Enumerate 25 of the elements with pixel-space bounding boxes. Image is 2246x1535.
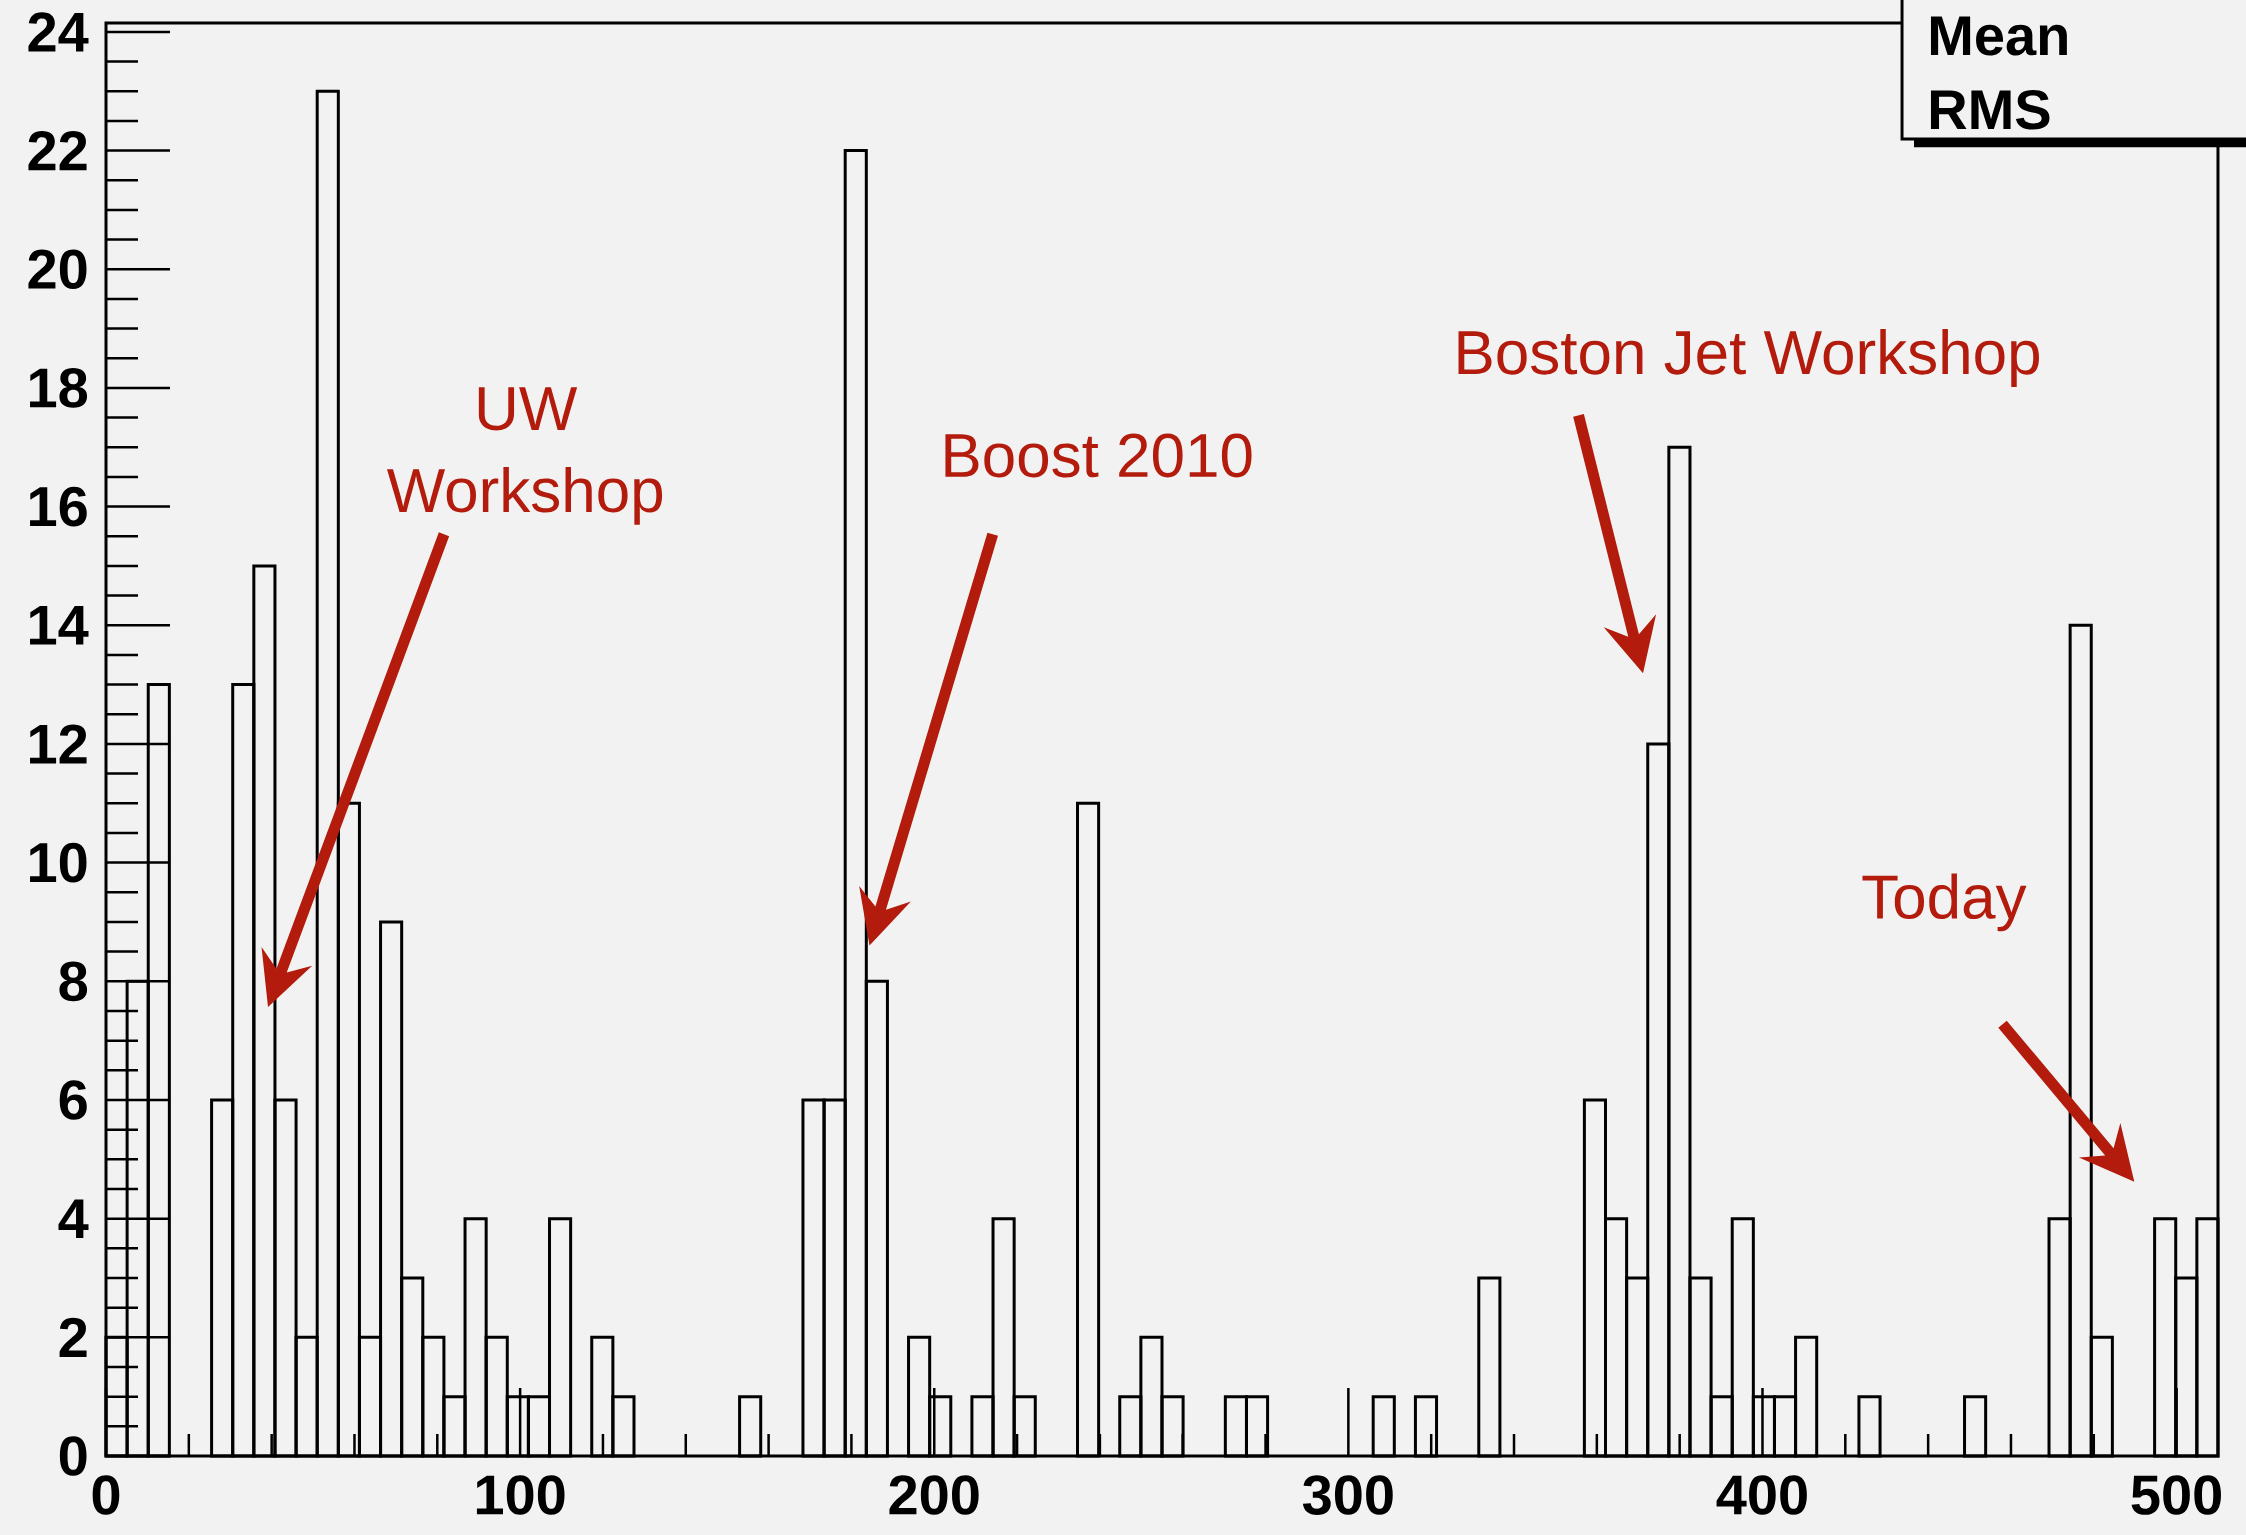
x-tick-label: 0 [92,1475,120,1515]
y-tick-label: 18 [30,368,88,408]
annotation: Today [1862,873,2027,932]
y-tick-label: 8 [59,961,88,1002]
x-tick-label: 300 [1302,1475,1393,1515]
y-tick-label: 14 [30,606,89,645]
annotation: RMS [1930,89,2050,130]
y-tick-label: 4 [58,1199,89,1238]
y-tick-label: 24 [28,12,89,52]
y-tick-label: 12 [30,724,87,764]
y-tick-label: 2 [59,1317,87,1357]
x-tick-label: 400 [1716,1475,1807,1515]
annotation: UW Workshop [386,387,663,525]
x-tick-label: 100 [476,1475,565,1515]
y-tick-label: 10 [30,842,87,883]
y-tick-label: 20 [28,249,87,290]
annotation: Mean [1930,16,2067,56]
y-tick-label: 22 [28,131,87,171]
y-tick-label: 6 [59,1080,87,1120]
annotation: Boston Jet Workshop [1458,329,2039,387]
x-tick-label: 500 [2131,1475,2221,1515]
x-tick-label: 200 [889,1475,979,1515]
y-tick-label: 16 [30,486,87,527]
annotation: Boost 2010 [945,433,1252,478]
y-tick-label: 0 [59,1436,87,1476]
